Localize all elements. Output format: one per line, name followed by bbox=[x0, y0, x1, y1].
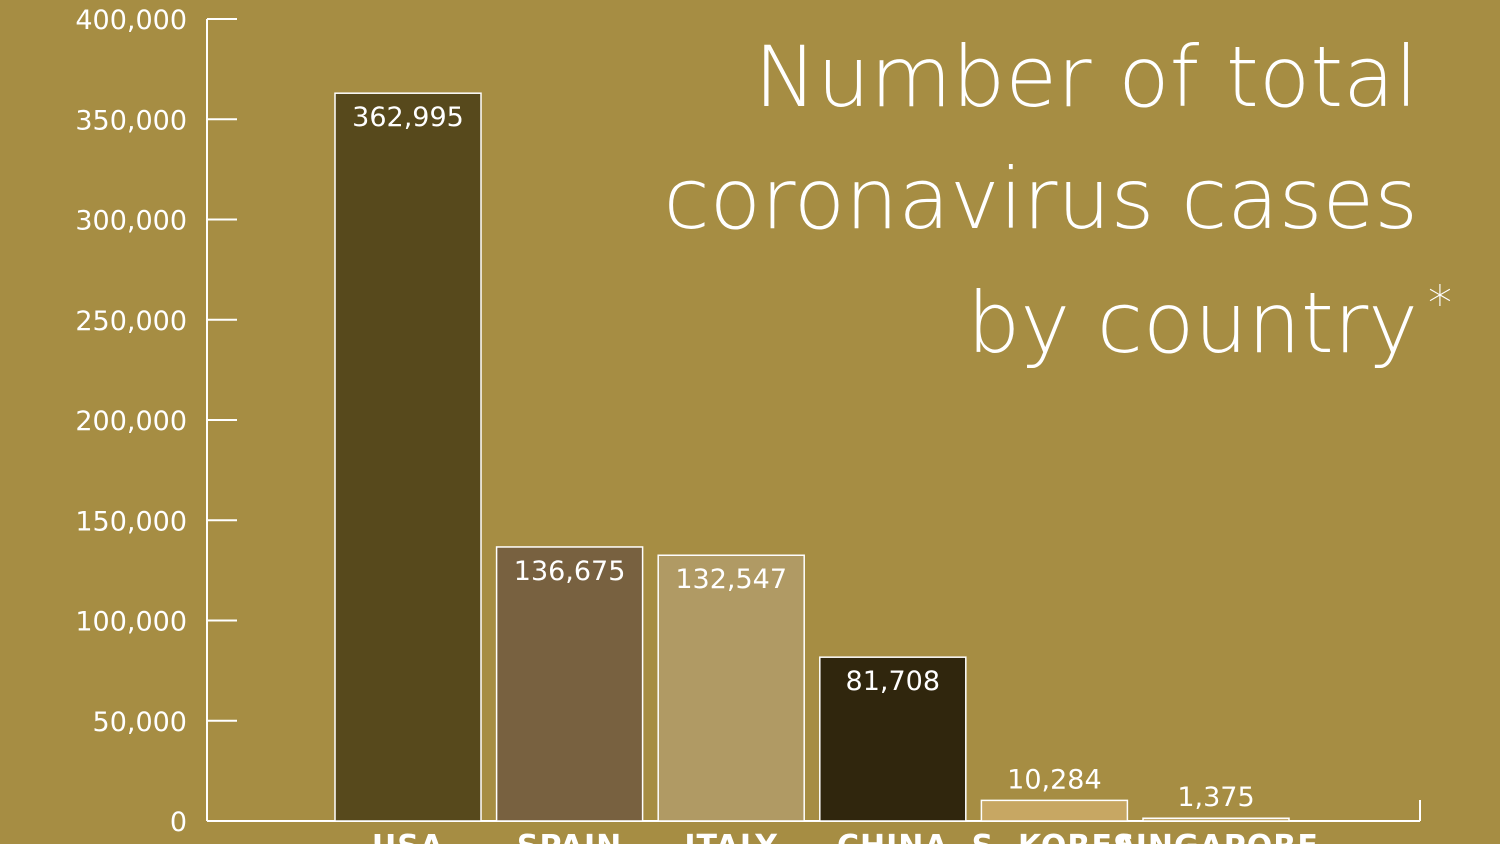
y-tick-label: 400,000 bbox=[75, 5, 187, 36]
chart-title-line-3: by country bbox=[967, 274, 1418, 372]
bar-singapore bbox=[1142, 817, 1290, 822]
bar-spain bbox=[495, 546, 644, 822]
category-label: CHINA bbox=[837, 829, 949, 844]
bar-value-label: 1,375 bbox=[1177, 782, 1254, 813]
category-label: ITALY bbox=[684, 829, 778, 844]
chart-title: Number of total coronavirus cases by cou… bbox=[663, 28, 1452, 372]
bar-value-label: 10,284 bbox=[1007, 764, 1101, 795]
value-labels: 362,995 136,675 132,547 81,708 10,284 1,375 bbox=[352, 102, 1254, 813]
y-axis-ticks: 0 50,000 100,000 150,000 200,000 250,000 300,0… bbox=[75, 5, 237, 838]
chart-title-line-2: coronavirus cases bbox=[663, 150, 1418, 248]
category-label: USA bbox=[372, 829, 444, 844]
chart-title-asterisk: * bbox=[1428, 276, 1452, 332]
bar-italy bbox=[657, 554, 805, 822]
bar-china bbox=[819, 656, 967, 822]
category-label: SPAIN bbox=[517, 829, 622, 844]
y-tick-label: 200,000 bbox=[75, 406, 187, 437]
chart-title-line-1: Number of total bbox=[754, 28, 1418, 126]
y-tick-label: 100,000 bbox=[75, 607, 187, 638]
bar-value-label: 362,995 bbox=[352, 102, 464, 133]
y-tick-label: 250,000 bbox=[75, 306, 187, 337]
bar-usa bbox=[334, 92, 482, 822]
y-tick-label: 300,000 bbox=[75, 206, 187, 237]
bar-s-korea bbox=[980, 799, 1129, 822]
category-labels: USA SPAIN ITALY CHINA S. KOREASINGAPORE bbox=[372, 829, 1319, 844]
bars bbox=[334, 92, 1290, 822]
bar-value-label: 136,675 bbox=[514, 556, 626, 587]
y-tick-label: 0 bbox=[170, 807, 187, 838]
y-tick-label: 350,000 bbox=[75, 105, 187, 136]
bar-value-label: 132,547 bbox=[675, 564, 787, 595]
bar-value-label: 81,708 bbox=[846, 666, 940, 697]
y-tick-label: 50,000 bbox=[93, 707, 187, 738]
y-tick-label: 150,000 bbox=[75, 506, 187, 537]
category-label: SINGAPORE bbox=[1113, 829, 1319, 844]
category-label: S. KOREA bbox=[972, 829, 1138, 844]
